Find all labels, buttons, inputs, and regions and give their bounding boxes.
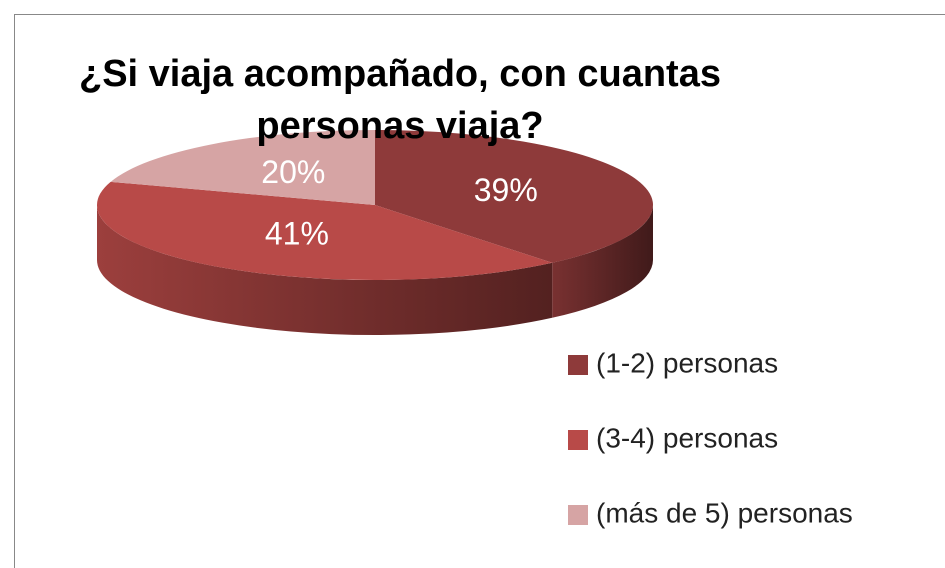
slice-side (552, 205, 653, 318)
legend-label: (3-4) personas (596, 422, 778, 453)
legend-label: (más de 5) personas (596, 497, 853, 528)
legend-swatch (568, 505, 588, 525)
slice (97, 181, 553, 280)
legend-label: (1-2) personas (596, 347, 778, 378)
data-label: 39% (474, 172, 538, 208)
data-label: 20% (261, 154, 325, 190)
slice-side (97, 205, 553, 335)
slice (375, 130, 653, 263)
data-label: 41% (265, 215, 329, 251)
chart-title: ¿Si viaja acompañado, con cuantas person… (79, 53, 721, 147)
legend-swatch (568, 430, 588, 450)
legend-swatch (568, 355, 588, 375)
slice (110, 130, 375, 205)
